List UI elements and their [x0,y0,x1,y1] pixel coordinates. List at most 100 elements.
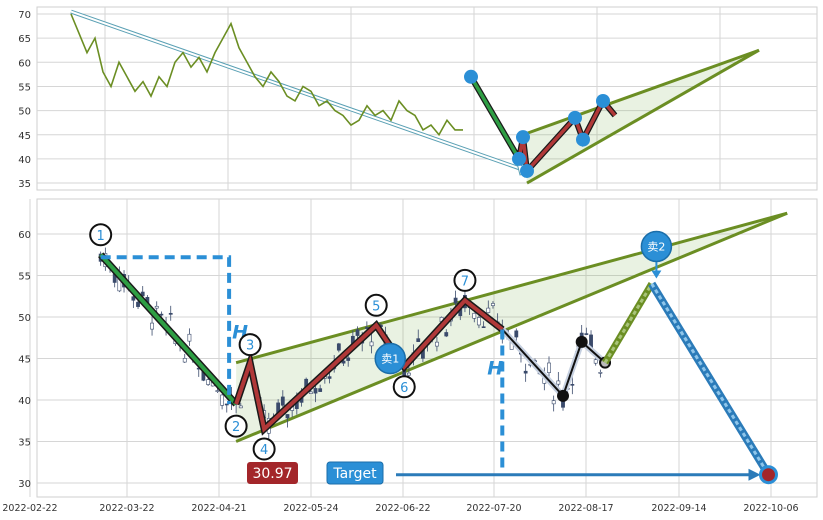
stop-price-badge: 30.97 [247,462,298,484]
pivot-label-circle [252,437,276,461]
candle-body [491,303,495,306]
candle-body [481,326,486,329]
candle-body [159,313,164,316]
pattern-height-guide [100,255,232,405]
candle-body [150,322,154,330]
recent-path-line [501,328,606,398]
top-pivot-marker [520,163,534,178]
recent-pivot-dot [575,335,588,348]
bottom-x-tick-label: 2022-05-24 [283,503,338,514]
top-channel [522,48,760,185]
candle-body [514,330,519,338]
bottom-channel-lower [235,211,788,443]
candle-body [206,379,210,385]
candle-body [584,333,589,335]
bottom-grid [29,199,817,497]
pivot-label: 1 [97,229,105,244]
top-y-tick-label: 35 [18,179,31,190]
bottom-y-tick-label: 55 [18,272,31,283]
pivot-label: 5 [372,299,380,314]
top-channel-lower [526,48,760,185]
bottom-y-tick-label: 45 [18,355,31,366]
bottom-x-tick-label: 2022-09-14 [651,503,706,514]
bottom-sell-signals: 卖1 卖2 [374,230,673,375]
candle-body [168,312,173,315]
recent-pivot-dot [557,389,570,402]
bottom-recent-path [500,327,612,402]
pivot-label: 4 [260,443,268,458]
target-arrow-head [748,468,761,481]
candle-body [547,362,551,373]
pivot-label-circle [392,375,416,399]
stop-price-label: 30.97 [252,466,292,482]
top-pivot-marker [516,130,530,145]
candle-body [486,307,491,313]
candle-body [318,388,323,392]
candle-body [551,400,556,405]
projection-down-leg [650,283,770,476]
bottom-x-tick-label: 2022-03-22 [99,503,154,514]
sell-signal-marker [374,342,406,375]
top-y-tick-label: 40 [18,155,31,166]
top-pivot-marker [568,110,582,125]
candle-body [416,338,421,342]
bottom-y-tick-label: 30 [18,479,31,490]
top-series-line [70,13,463,137]
top-panel: 35 40 45 50 55 60 65 70 [18,6,818,191]
top-pivot-marker [464,69,478,84]
sell-signal-marker [640,230,673,263]
top-y-tick-label: 55 [18,82,31,93]
top-plot-area [36,6,818,191]
bottom-x-tick-label: 2022-04-21 [191,503,246,514]
bottom-channel-upper [235,211,788,365]
pivot-label: 7 [461,274,469,289]
top-pivot-marker [576,132,590,147]
top-y-tick-label: 50 [18,107,31,118]
candle-body [131,296,136,301]
candle-body [346,357,351,361]
top-y-tick-label: 70 [18,10,31,21]
bottom-target-line [396,465,778,485]
bottom-y-tick-label: 40 [18,396,31,407]
pivot-label-circle [364,293,388,317]
top-channel-upper [522,48,760,137]
bottom-x-tick-labels: 2022-02-22 2022-03-22 2022-04-21 2022-05-24… [2,503,798,514]
candle-body [570,384,575,386]
candle-body [285,414,290,419]
candle-body [523,370,528,374]
top-pivot-marker [512,151,526,166]
top-y-tick-label: 45 [18,131,31,142]
candle-body [238,405,243,409]
candle-body [444,332,449,337]
top-down-leg [469,75,521,160]
bottom-channel [235,211,788,443]
candle-body [341,360,346,364]
top-y-tick-label: 60 [18,58,31,69]
candle-body [308,391,313,394]
candle-body [453,297,458,304]
candle-body [556,380,561,385]
candle-body [154,305,159,309]
candle-body [593,359,598,364]
candle-body [224,403,229,406]
target-label: Target [332,466,377,482]
bottom-y-tick-labels: 30 35 40 45 50 55 60 [18,230,31,490]
pivot-label-circle [238,333,262,357]
candle-body [313,388,318,394]
candle-body [327,376,332,379]
candle-body [406,372,411,376]
bottom-y-tick-label: 50 [18,313,31,324]
projection-up-leg [603,283,654,364]
top-arrow-inner [70,10,528,172]
bottom-y-tick-label: 35 [18,438,31,449]
top-pivot-marker [596,93,610,108]
candle-body [336,343,341,351]
pivot-label: 6 [400,381,408,396]
candle-body [187,333,192,342]
candle-body [435,341,439,347]
pivot-label-circle [453,268,477,292]
candle-body [561,400,565,408]
candle-body [215,390,220,392]
